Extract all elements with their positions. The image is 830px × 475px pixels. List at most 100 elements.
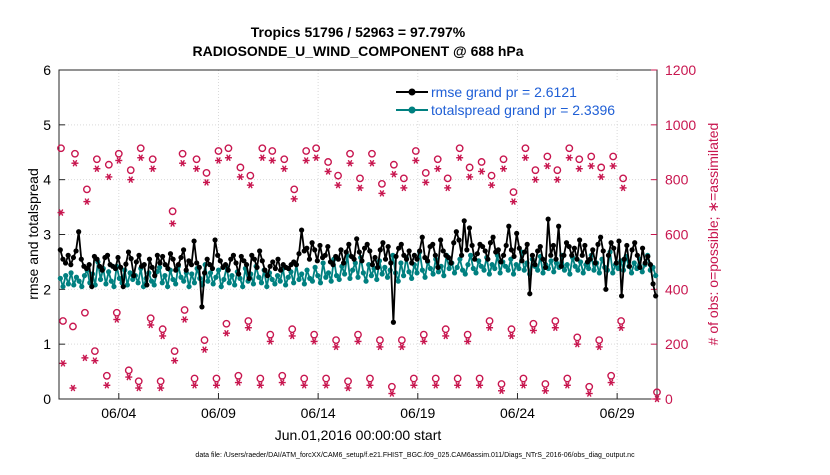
rmse-point [472, 256, 478, 262]
rmse-point [89, 283, 95, 290]
rmse-point [393, 253, 399, 260]
rmse-point [595, 241, 601, 247]
rmse-point [123, 261, 129, 267]
rmse-point [440, 248, 446, 254]
obs-assimilated-point [149, 165, 157, 173]
rmse-point [359, 258, 365, 264]
rmse-point [204, 256, 210, 262]
obs-possible-point [57, 144, 65, 153]
rmse-point [521, 249, 528, 255]
rmse-point [550, 242, 556, 249]
obs-possible-point [399, 174, 408, 183]
totalspread-point [639, 269, 645, 275]
totalspread-point [189, 271, 195, 277]
obs-assimilated-point [464, 338, 472, 345]
rmse-point [70, 254, 77, 261]
obs-possible-point [266, 330, 275, 339]
totalspread-point [446, 265, 452, 272]
obs-possible-point [607, 371, 616, 380]
totalspread-point [221, 276, 227, 283]
obs-assimilated-point [585, 390, 593, 397]
rmse-point [380, 240, 386, 246]
totalspread-point [513, 262, 519, 268]
totalspread-point [299, 271, 305, 277]
rmse-point [424, 258, 431, 264]
x-tick-label: 06/29 [600, 405, 635, 421]
obs-possible-point [455, 144, 464, 153]
obs-assimilated-point [563, 381, 571, 389]
obs-assimilated-point [246, 181, 254, 189]
totalspread-point [580, 270, 586, 276]
obs-assimilated-point [322, 381, 330, 389]
obs-assimilated-point [498, 387, 506, 395]
obs-assimilated-point [332, 343, 340, 351]
legend-rmse-label: rmse grand pr = 2.6121 [431, 84, 577, 100]
obs-assimilated-point [344, 384, 352, 392]
rmse-point [603, 286, 609, 292]
obs-assimilated-point [179, 159, 187, 167]
obs-assimilated-point [486, 324, 494, 332]
totalspread-point [414, 270, 420, 276]
x-tick-label: 06/14 [301, 405, 336, 421]
rmse-point [299, 227, 305, 233]
obs-assimilated-point [378, 189, 386, 197]
totalspread-point [631, 260, 637, 266]
totalspread-point [368, 273, 375, 279]
totalspread-point [540, 270, 546, 276]
obs-possible-point [158, 325, 167, 334]
rmse-point [535, 248, 541, 254]
obs-assimilated-point [300, 381, 308, 389]
totalspread-point [406, 269, 412, 275]
obs-assimilated-point [234, 379, 242, 386]
rmse-point [230, 252, 237, 258]
rmse-point [645, 253, 651, 260]
rmse-point [165, 265, 171, 272]
totalspread-point [301, 281, 307, 287]
obs-assimilated-point [507, 332, 515, 340]
obs-assimilated-point [312, 154, 320, 162]
rmse-point [500, 252, 507, 258]
totalspread-point [79, 283, 85, 290]
obs-possible-point [453, 374, 462, 383]
rmse-point [97, 263, 103, 269]
totalspread-point [400, 273, 407, 279]
obs-assimilated-point [619, 184, 627, 192]
totalspread-point [492, 265, 498, 272]
rmse-point [128, 256, 134, 262]
rmse-point [621, 256, 627, 262]
totalspread-point [510, 271, 517, 277]
rmse-point [527, 291, 533, 297]
obs-assimilated-point [193, 165, 201, 173]
obs-assimilated-point [478, 168, 486, 175]
totalspread-point [173, 281, 179, 287]
rmse-point [335, 256, 341, 262]
rmse-point [577, 237, 583, 243]
rmse-point [626, 263, 633, 269]
obs-possible-point [310, 330, 319, 339]
rmse-point [225, 267, 231, 273]
obs-assimilated-point [181, 316, 189, 323]
obs-assimilated-point [398, 343, 406, 351]
obs-assimilated-point [500, 165, 508, 173]
totalspread-point [462, 271, 468, 277]
totalspread-point [76, 278, 82, 284]
obs-possible-point [234, 371, 243, 380]
obs-possible-point [214, 147, 223, 155]
rmse-point [257, 248, 263, 254]
rmse-point [86, 262, 92, 268]
x-axis: 06/04 06/09 06/14 06/19 06/24 06/29 [101, 393, 635, 421]
totalspread-point [478, 263, 484, 269]
obs-assimilated-point [290, 195, 298, 203]
right-axis: 0 200 400 600 800 1000 1200 [651, 62, 696, 407]
legend-box [392, 80, 654, 120]
obs-assimilated-point [288, 332, 296, 340]
obs-possible-point [59, 317, 67, 325]
obs-assimilated-point [81, 354, 89, 362]
rmse-point [346, 241, 352, 247]
obs-possible-point [156, 377, 165, 386]
totalspread-point [551, 269, 557, 275]
rmse-point [340, 260, 347, 266]
totalspread-point [481, 267, 487, 273]
x-tick-label: 06/24 [500, 405, 535, 421]
rmse-point [157, 260, 163, 266]
